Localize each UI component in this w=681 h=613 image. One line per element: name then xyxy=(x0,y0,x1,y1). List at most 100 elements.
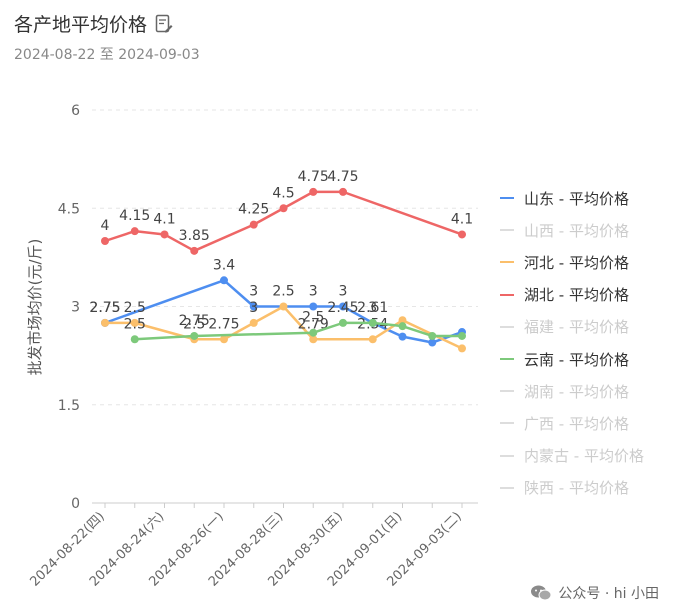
data-point xyxy=(130,318,139,327)
chart-subtitle: 2024-08-22 至 2024-09-03 xyxy=(14,47,200,63)
data-point xyxy=(160,230,169,239)
chart-legend: 山东 - 平均价格 山西 - 平均价格 河北 - 平均价格 湖北 - 平均价格福建 -… xyxy=(500,182,644,504)
data-point xyxy=(190,331,199,340)
wechat-icon xyxy=(530,584,552,602)
data-label: 4.75 xyxy=(327,169,358,185)
data-point xyxy=(190,246,199,255)
legend-marker xyxy=(500,261,514,264)
data-point xyxy=(220,335,228,344)
legend-item[interactable]: 内蒙古 - 平均价格 xyxy=(500,440,644,472)
y-tick-label: 6 xyxy=(71,103,80,119)
y-axis-title: 批发市场均价(元/斤) xyxy=(26,239,44,376)
data-label: 2.45 xyxy=(327,300,358,316)
data-label: 2.79 xyxy=(298,316,329,332)
legend-marker xyxy=(500,454,514,457)
data-point xyxy=(279,204,288,213)
data-label: 2.75 xyxy=(179,313,210,329)
data-label: 4.75 xyxy=(298,169,329,185)
legend-label: 云南 - 平均价格 xyxy=(524,350,629,369)
data-label: 4.1 xyxy=(153,211,175,227)
legend-label: 湖南 - 平均价格 xyxy=(524,382,629,401)
data-label: 3.4 xyxy=(213,257,235,273)
data-label: 2.61 xyxy=(357,300,388,316)
legend-label: 陕西 - 平均价格 xyxy=(524,479,629,498)
data-label: 4.25 xyxy=(238,202,269,218)
data-label: 2.75 xyxy=(208,316,239,332)
data-point xyxy=(339,318,347,327)
legend-item[interactable]: 云南 - 平均价格 xyxy=(500,343,644,375)
data-label: 2.5 xyxy=(183,316,205,332)
data-label: 3.85 xyxy=(179,228,210,244)
watermark: 公众号 · hi 小田 xyxy=(530,583,659,603)
data-label: 2.5 xyxy=(302,310,324,326)
legend-label: 山东 - 平均价格 xyxy=(524,189,629,208)
legend-item[interactable]: 陕西 - 平均价格 xyxy=(500,472,644,504)
legend-marker xyxy=(500,390,514,393)
data-point xyxy=(428,338,437,347)
legend-label: 广西 - 平均价格 xyxy=(524,414,629,433)
legend-marker xyxy=(500,358,514,361)
data-point xyxy=(130,335,139,344)
data-label: 3 xyxy=(249,300,258,316)
legend-item[interactable]: 河北 - 平均价格 xyxy=(500,246,644,278)
data-point xyxy=(101,318,109,327)
data-point xyxy=(309,187,318,196)
legend-item[interactable]: 湖南 - 平均价格 xyxy=(500,375,644,407)
data-label: 3 xyxy=(249,284,258,300)
data-label: 2.5 xyxy=(124,300,146,316)
data-point xyxy=(309,302,318,311)
legend-item[interactable]: 广西 - 平均价格 xyxy=(500,407,644,439)
data-point xyxy=(458,230,466,239)
watermark-text: 公众号 · hi 小田 xyxy=(558,586,659,602)
data-point xyxy=(249,302,258,311)
legend-label: 山西 - 平均价格 xyxy=(524,221,629,240)
data-label: 4.5 xyxy=(272,185,294,201)
data-point xyxy=(458,331,466,340)
legend-marker xyxy=(500,293,514,296)
chart-title: 各产地平均价格 xyxy=(14,14,148,36)
data-point xyxy=(101,237,109,245)
legend-marker xyxy=(500,325,514,328)
series-line xyxy=(134,321,462,341)
data-point xyxy=(130,227,139,236)
data-label: 2.75 xyxy=(89,300,120,316)
legend-item[interactable]: 山东 - 平均价格 xyxy=(500,182,644,214)
data-label: 3 xyxy=(339,284,348,300)
data-point xyxy=(249,318,258,327)
data-point xyxy=(339,187,347,196)
data-label: 2.75 xyxy=(89,300,120,316)
legend-marker xyxy=(500,229,514,232)
legend-marker xyxy=(500,486,514,489)
legend-label: 湖北 - 平均价格 xyxy=(524,286,629,305)
y-tick-label: 1.5 xyxy=(58,398,80,414)
data-label: 4 xyxy=(101,218,110,234)
data-label: 3 xyxy=(368,300,377,316)
data-label: 4.15 xyxy=(119,208,150,224)
y-tick-label: 3 xyxy=(71,300,80,316)
legend-label: 内蒙古 - 平均价格 xyxy=(524,447,644,466)
chart-title-row: 各产地平均价格 xyxy=(14,10,173,37)
data-label: 3 xyxy=(309,284,318,300)
data-point xyxy=(398,322,407,331)
data-point xyxy=(368,318,377,327)
data-point xyxy=(398,316,407,325)
legend-marker xyxy=(500,197,514,200)
data-point xyxy=(249,220,258,229)
legend-label: 河北 - 平均价格 xyxy=(524,253,629,272)
y-tick-label: 4.5 xyxy=(58,201,80,217)
data-label: 2.5 xyxy=(124,316,146,332)
legend-item[interactable]: 福建 - 平均价格 xyxy=(500,311,644,343)
series-line xyxy=(105,305,463,350)
data-point xyxy=(428,331,437,340)
data-point xyxy=(279,302,288,311)
data-point xyxy=(309,335,318,344)
data-label: 2.5 xyxy=(272,284,294,300)
legend-item[interactable]: 湖北 - 平均价格 xyxy=(500,279,644,311)
y-tick-label: 0 xyxy=(71,496,80,512)
edit-note-icon[interactable] xyxy=(155,14,173,34)
data-point xyxy=(368,335,377,344)
legend-item[interactable]: 山西 - 平均价格 xyxy=(500,214,644,246)
data-point xyxy=(220,276,228,285)
data-point xyxy=(458,344,466,353)
